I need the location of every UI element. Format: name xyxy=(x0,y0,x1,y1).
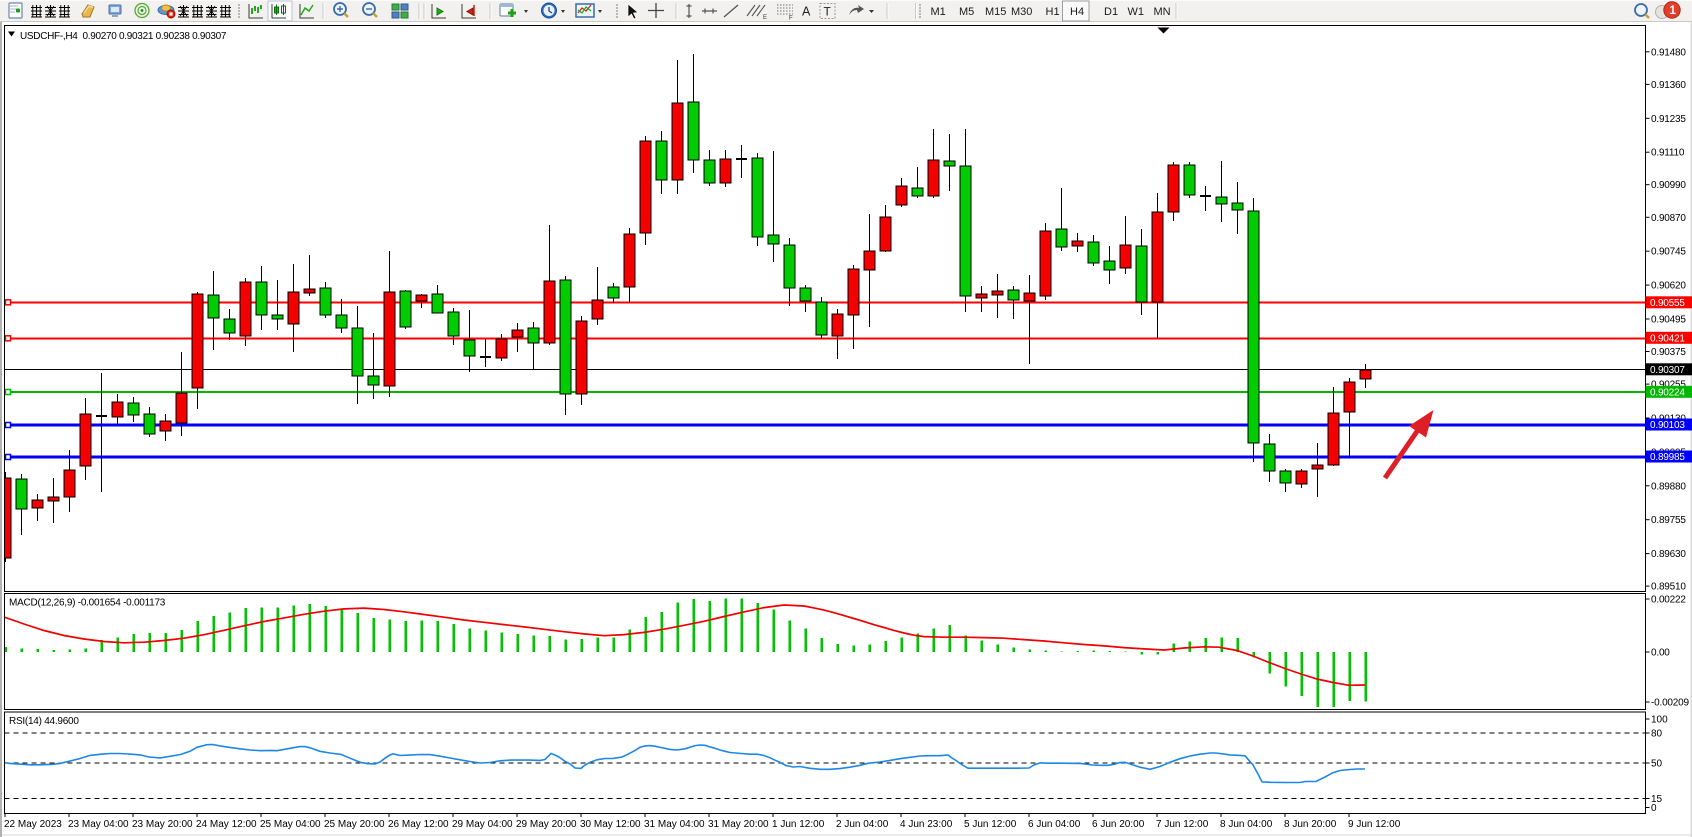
svg-text:W1: W1 xyxy=(1128,6,1145,18)
svg-text:0.89755: 0.89755 xyxy=(1651,515,1686,526)
svg-text:8 Jun 04:00: 8 Jun 04:00 xyxy=(1220,819,1273,830)
svg-text:0.90870: 0.90870 xyxy=(1651,213,1686,224)
svg-text:F: F xyxy=(789,16,793,22)
svg-text:MACD(12,26,9) -0.001654 -0.001: MACD(12,26,9) -0.001654 -0.001173 xyxy=(9,598,166,609)
svg-text:1: 1 xyxy=(1670,5,1677,17)
svg-text:0.90375: 0.90375 xyxy=(1651,347,1686,358)
svg-text:T: T xyxy=(824,5,832,19)
svg-text:0.89985: 0.89985 xyxy=(1650,452,1685,463)
svg-text:USDCHF-,H4 0.90270 0.90321 0.: USDCHF-,H4 0.90270 0.90321 0.90238 0.903… xyxy=(20,31,227,42)
svg-text:4 Jun 23:00: 4 Jun 23:00 xyxy=(900,819,953,830)
svg-text:M1: M1 xyxy=(931,6,946,18)
svg-text:22 May 2023: 22 May 2023 xyxy=(4,819,62,830)
svg-text:26 May 12:00: 26 May 12:00 xyxy=(388,819,449,830)
svg-text:9 Jun 12:00: 9 Jun 12:00 xyxy=(1348,819,1401,830)
svg-text:80: 80 xyxy=(1651,729,1663,740)
svg-text:50: 50 xyxy=(1651,759,1663,770)
svg-text:0.91480: 0.91480 xyxy=(1651,47,1686,58)
svg-text:0.90103: 0.90103 xyxy=(1650,420,1685,431)
svg-text:0.90421: 0.90421 xyxy=(1650,334,1685,345)
svg-text:30 May 12:00: 30 May 12:00 xyxy=(580,819,641,830)
svg-text:29 May 20:00: 29 May 20:00 xyxy=(516,819,577,830)
svg-text:1 Jun 12:00: 1 Jun 12:00 xyxy=(772,819,825,830)
svg-text:0: 0 xyxy=(1651,803,1657,814)
svg-text:0.89510: 0.89510 xyxy=(1651,582,1686,593)
svg-text:5 Jun 12:00: 5 Jun 12:00 xyxy=(964,819,1017,830)
svg-text:2 Jun 04:00: 2 Jun 04:00 xyxy=(836,819,889,830)
svg-text:0.90224: 0.90224 xyxy=(1650,388,1685,399)
svg-text:0.91110: 0.91110 xyxy=(1651,148,1685,159)
svg-text:M30: M30 xyxy=(1011,6,1032,18)
svg-text:0.90990: 0.90990 xyxy=(1651,180,1686,191)
svg-text:0.90255: 0.90255 xyxy=(1651,380,1686,391)
svg-text:24 May 12:00: 24 May 12:00 xyxy=(196,819,257,830)
svg-text:0.90555: 0.90555 xyxy=(1650,298,1685,309)
svg-text:M5: M5 xyxy=(959,6,974,18)
svg-text:0.90307: 0.90307 xyxy=(1650,365,1685,376)
svg-text:23 May 20:00: 23 May 20:00 xyxy=(132,819,193,830)
svg-text:0.91360: 0.91360 xyxy=(1651,80,1686,91)
svg-text:0.89880: 0.89880 xyxy=(1651,481,1686,492)
svg-text:31 May 04:00: 31 May 04:00 xyxy=(644,819,705,830)
svg-text:6 Jun 20:00: 6 Jun 20:00 xyxy=(1092,819,1145,830)
svg-text:100: 100 xyxy=(1651,715,1668,726)
svg-text:23 May 04:00: 23 May 04:00 xyxy=(68,819,129,830)
svg-text:0.91235: 0.91235 xyxy=(1651,114,1686,125)
svg-text:MN: MN xyxy=(1154,6,1171,18)
svg-text:0.89630: 0.89630 xyxy=(1651,549,1686,560)
svg-text:25 May 20:00: 25 May 20:00 xyxy=(324,819,385,830)
svg-text:0.90745: 0.90745 xyxy=(1651,247,1686,258)
svg-text:25 May 04:00: 25 May 04:00 xyxy=(260,819,321,830)
svg-text:M15: M15 xyxy=(985,6,1006,18)
svg-text:0.00: 0.00 xyxy=(1651,648,1670,659)
svg-text:E: E xyxy=(763,15,767,21)
svg-text:8 Jun 20:00: 8 Jun 20:00 xyxy=(1284,819,1337,830)
svg-text:15: 15 xyxy=(1651,794,1663,805)
svg-text:29 May 04:00: 29 May 04:00 xyxy=(452,819,513,830)
svg-text:H4: H4 xyxy=(1070,6,1084,18)
svg-text:6 Jun 04:00: 6 Jun 04:00 xyxy=(1028,819,1081,830)
svg-text:0.00222: 0.00222 xyxy=(1651,595,1686,606)
svg-text:-0.00209: -0.00209 xyxy=(1651,698,1690,709)
svg-text:31 May 20:00: 31 May 20:00 xyxy=(708,819,769,830)
svg-text:A: A xyxy=(802,5,811,19)
svg-text:0.90620: 0.90620 xyxy=(1651,281,1686,292)
svg-text:D1: D1 xyxy=(1104,6,1118,18)
svg-text:H1: H1 xyxy=(1046,6,1060,18)
svg-text:7 Jun 12:00: 7 Jun 12:00 xyxy=(1156,819,1209,830)
svg-text:0.90495: 0.90495 xyxy=(1651,315,1686,326)
svg-text:RSI(14) 44.9600: RSI(14) 44.9600 xyxy=(9,716,79,727)
